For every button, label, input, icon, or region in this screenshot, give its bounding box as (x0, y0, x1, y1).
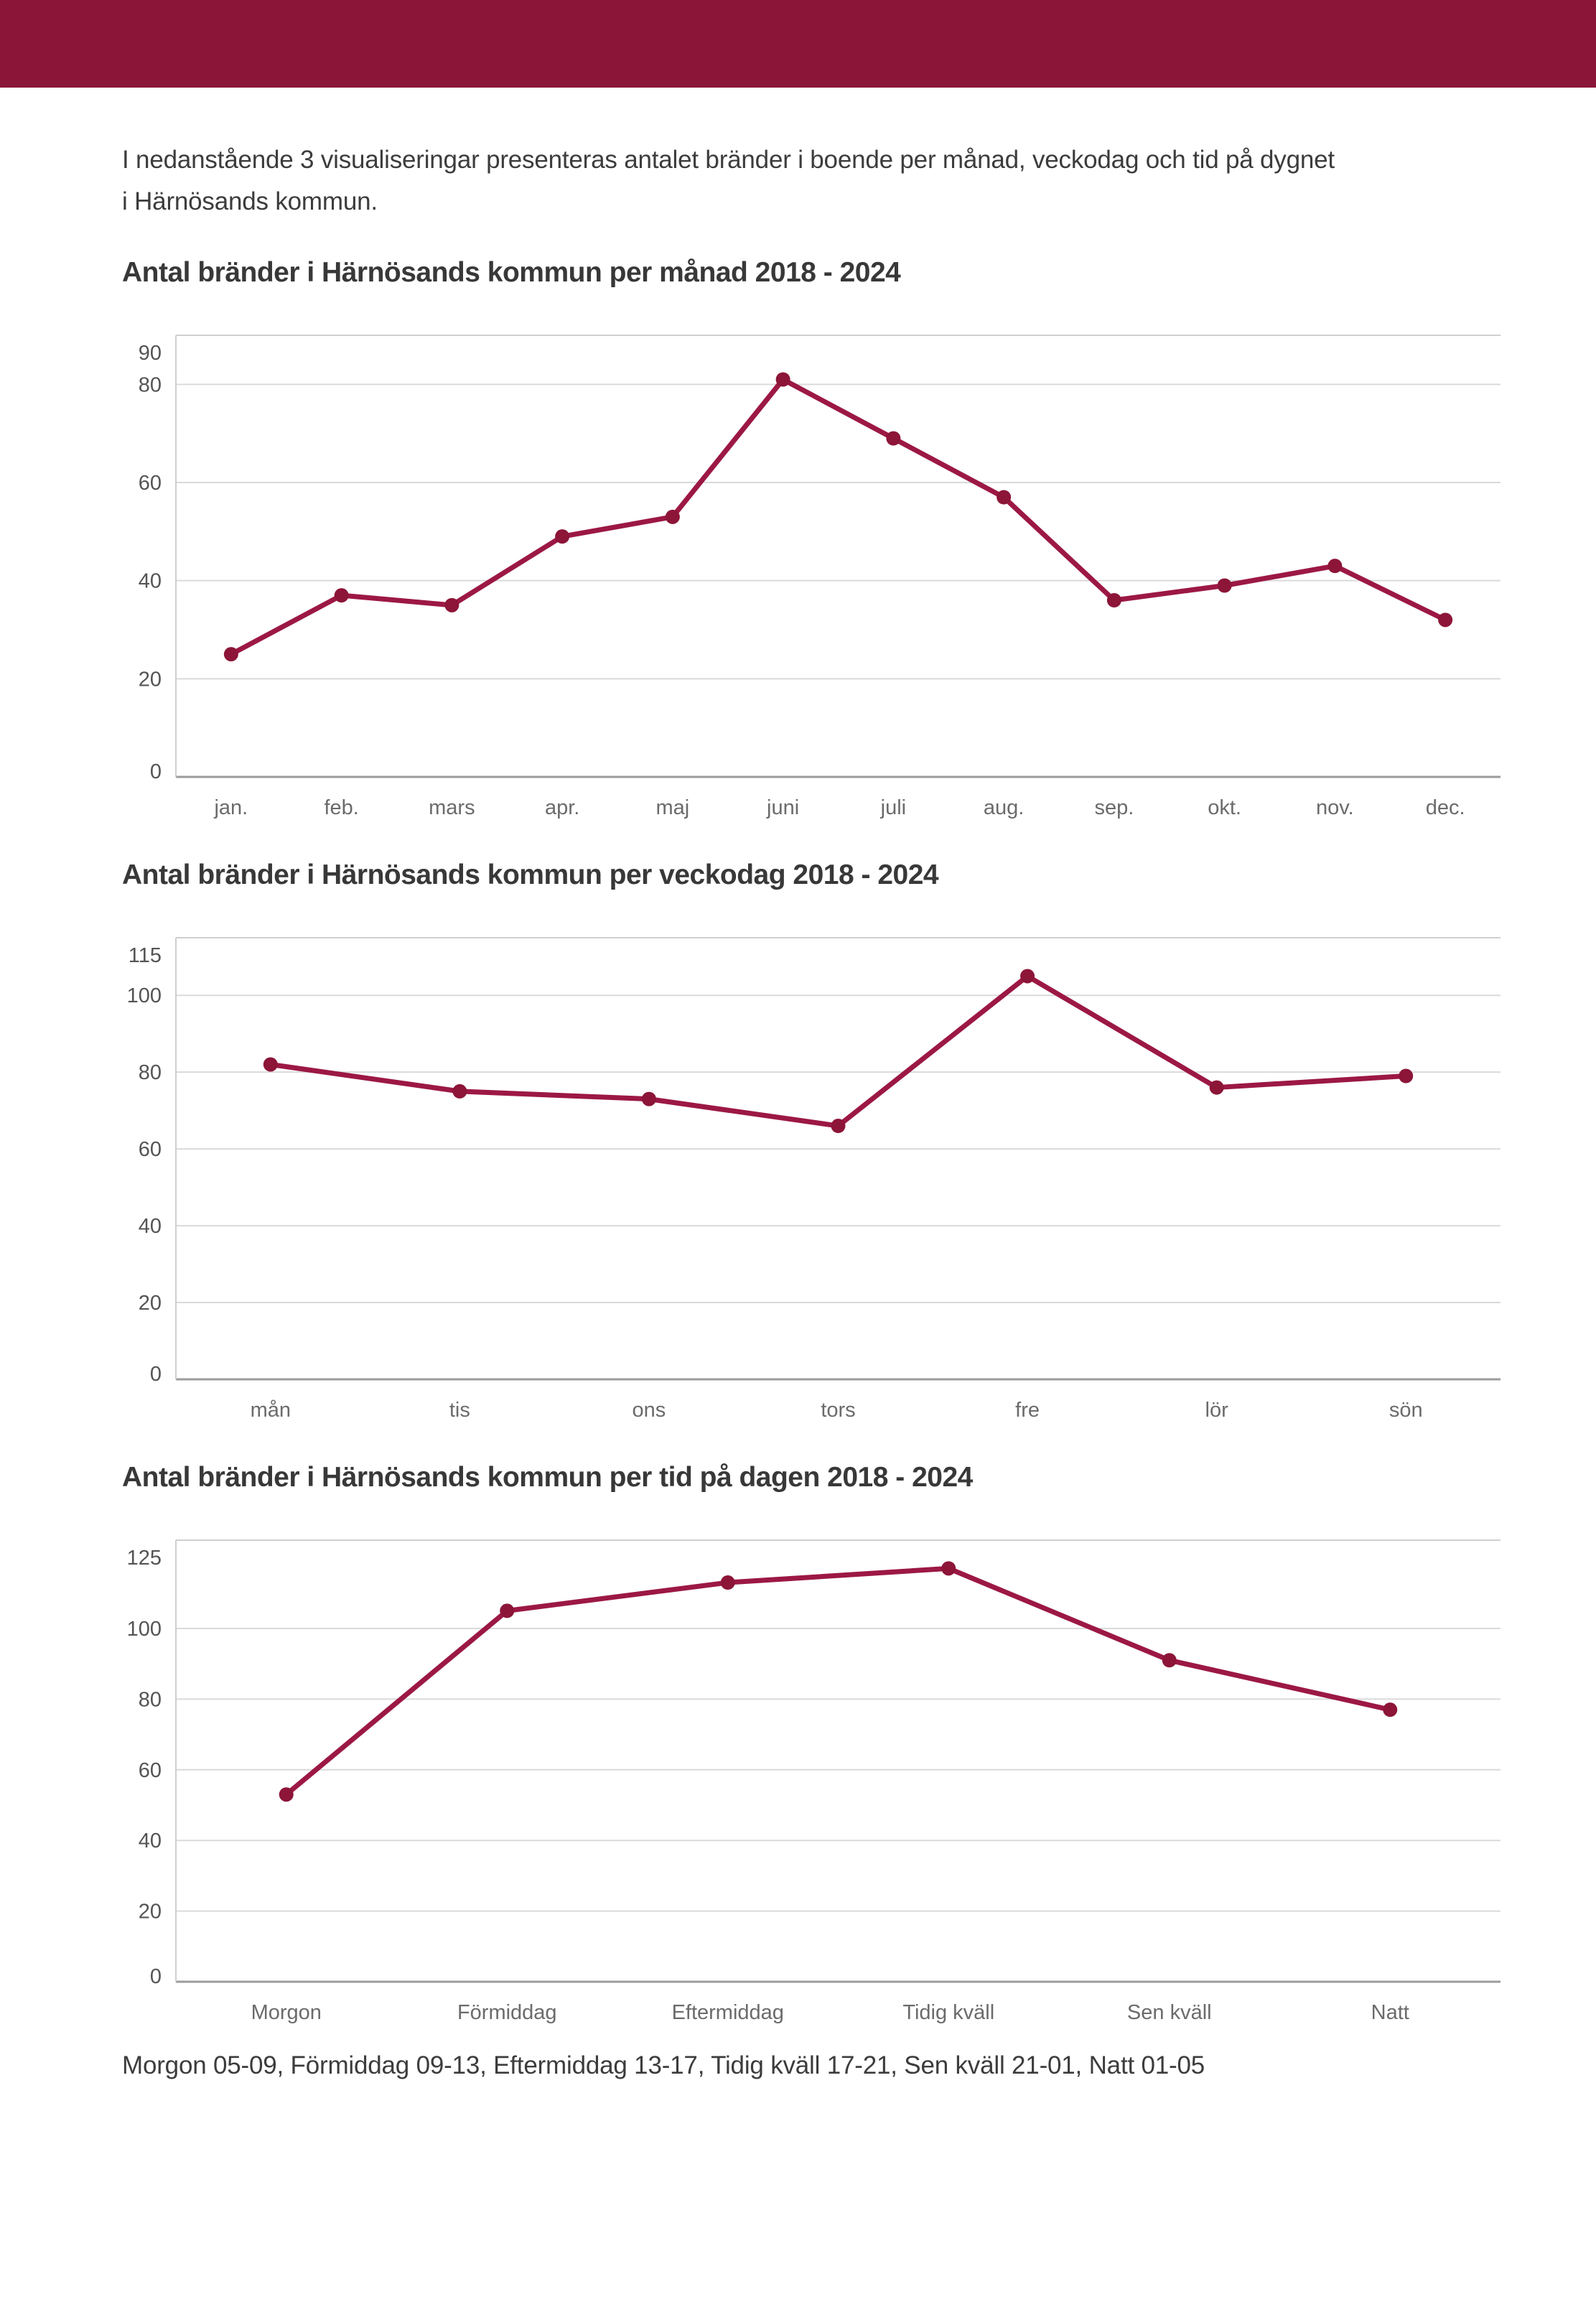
x-axis-category-label: jan. (213, 796, 248, 819)
chart-title-per-veckodag: Antal bränder i Härnösands kommun per ve… (122, 859, 939, 891)
x-axis-category-label: dec. (1426, 796, 1465, 819)
x-axis-category-label: Eftermiddag (672, 2001, 784, 2024)
y-axis-tick-label: 60 (139, 1138, 162, 1161)
data-line (268, 973, 1409, 1129)
y-axis-tick-label: 20 (139, 668, 162, 691)
data-point (665, 509, 680, 524)
data-point (831, 1118, 846, 1133)
data-point (279, 1786, 294, 1802)
y-axis-tick-label: 40 (139, 1215, 162, 1238)
y-axis-tick-label: 0 (150, 1965, 162, 1988)
x-axis-category-label: sep. (1094, 796, 1134, 819)
x-axis-category-label: tis (449, 1399, 470, 1422)
data-point (1327, 559, 1343, 574)
y-axis-tick-label: 80 (139, 373, 162, 396)
x-axis-category-label: Sen kväll (1127, 2001, 1212, 2024)
x-axis-category-label: Förmiddag (457, 2001, 557, 2024)
y-axis-tick-label: 0 (150, 760, 162, 783)
y-axis-tick-label: 80 (139, 1061, 162, 1084)
x-axis-category-label: feb. (324, 796, 358, 819)
chart-title-per-manad: Antal bränder i Härnösands kommun per må… (122, 257, 901, 289)
chart-block-per-veckodag: Antal bränder i Härnösands kommun per ve… (122, 859, 1501, 1427)
x-axis-category-label: Morgon (251, 2001, 322, 2024)
line-chart-per-veckodag: 0 20 40 60 80 100 115 mån tis ons tors fre lör sön (127, 936, 1501, 1422)
data-point (1106, 593, 1121, 608)
chart-title-per-tid-pa-dagen: Antal bränder i Härnösands kommun per ti… (122, 1461, 973, 1493)
data-point (1438, 612, 1453, 628)
y-axis-tick-label: 60 (139, 1759, 162, 1782)
y-axis-tick-label: 115 (129, 944, 162, 967)
header-bar (0, 0, 1596, 88)
data-point (555, 529, 570, 544)
intro-line-2: i Härnösands kommun. (122, 187, 378, 216)
data-line (228, 377, 1448, 657)
main-content: I nedanstående 3 visualiseringar present… (0, 139, 1596, 2080)
x-axis-category-label: okt. (1208, 796, 1241, 819)
x-axis-category-label: tors (821, 1399, 855, 1422)
x-axis-category-label: Tidig kväll (902, 2001, 994, 2024)
y-axis-tick-label: 40 (139, 1830, 162, 1852)
data-point (775, 372, 790, 387)
data-point (641, 1091, 656, 1106)
data-point (500, 1603, 515, 1618)
y-axis-tick-label: 100 (127, 984, 162, 1007)
y-axis-tick-label: 20 (139, 1900, 162, 1923)
data-point (720, 1575, 735, 1590)
y-axis-tick-label: 20 (139, 1292, 162, 1315)
data-point (334, 588, 349, 603)
data-point (997, 490, 1012, 505)
y-axis-tick-label: 90 (139, 342, 162, 365)
chart-block-per-tid-pa-dagen: Antal bränder i Härnösands kommun per ti… (122, 1462, 1501, 2030)
y-axis-tick-label: 80 (139, 1688, 162, 1711)
x-axis-category-label: apr. (545, 796, 579, 819)
x-axis-category-label: mars (429, 796, 475, 819)
line-chart-per-tid-pa-dagen: 0 20 40 60 80 100 125 Morgon Förmiddag Eftermidda… (127, 1539, 1501, 2024)
x-axis-category-label: sön (1389, 1399, 1423, 1422)
line-chart-per-manad: 0 20 40 60 80 90 jan. feb. mars apr. maj juni juli au… (139, 335, 1501, 819)
x-axis-category-label: lör (1205, 1399, 1229, 1422)
x-axis-category-label: juni (766, 796, 799, 819)
x-axis-category-label: aug. (984, 796, 1024, 819)
x-axis-category-label: Natt (1371, 2001, 1409, 2024)
intro-line-1: I nedanstående 3 visualiseringar present… (122, 146, 1335, 174)
y-axis-tick-label: 125 (127, 1547, 162, 1570)
x-axis-category-label: maj (656, 796, 690, 819)
data-point (444, 597, 459, 612)
time-ranges-footnote: Morgon 05-09, Förmiddag 09-13, Eftermidd… (122, 2051, 1205, 2079)
x-axis-category-label: ons (633, 1399, 666, 1422)
data-point (452, 1083, 467, 1099)
chart-block-per-manad: Antal bränder i Härnösands kommun per må… (122, 257, 1501, 825)
data-point (886, 431, 901, 446)
data-point (1020, 969, 1035, 984)
data-point (1217, 578, 1232, 593)
x-axis-category-label: mån (251, 1399, 291, 1422)
data-point (1162, 1652, 1177, 1667)
x-axis-category-label: juli (880, 796, 906, 819)
intro-text: I nedanstående 3 visualiseringar present… (122, 139, 1443, 223)
data-line (284, 1565, 1393, 1797)
data-point (1209, 1080, 1224, 1095)
y-axis-tick-label: 0 (150, 1363, 162, 1386)
data-point (1399, 1068, 1414, 1083)
x-axis-category-label: nov. (1316, 796, 1354, 819)
x-axis-category-label: fre (1015, 1399, 1040, 1422)
data-point (941, 1561, 956, 1576)
data-point (223, 647, 238, 662)
y-axis-tick-label: 40 (139, 570, 162, 593)
y-axis-tick-label: 100 (127, 1618, 162, 1641)
data-point (1383, 1702, 1398, 1717)
y-axis-tick-label: 60 (139, 472, 162, 495)
data-point (263, 1057, 278, 1072)
